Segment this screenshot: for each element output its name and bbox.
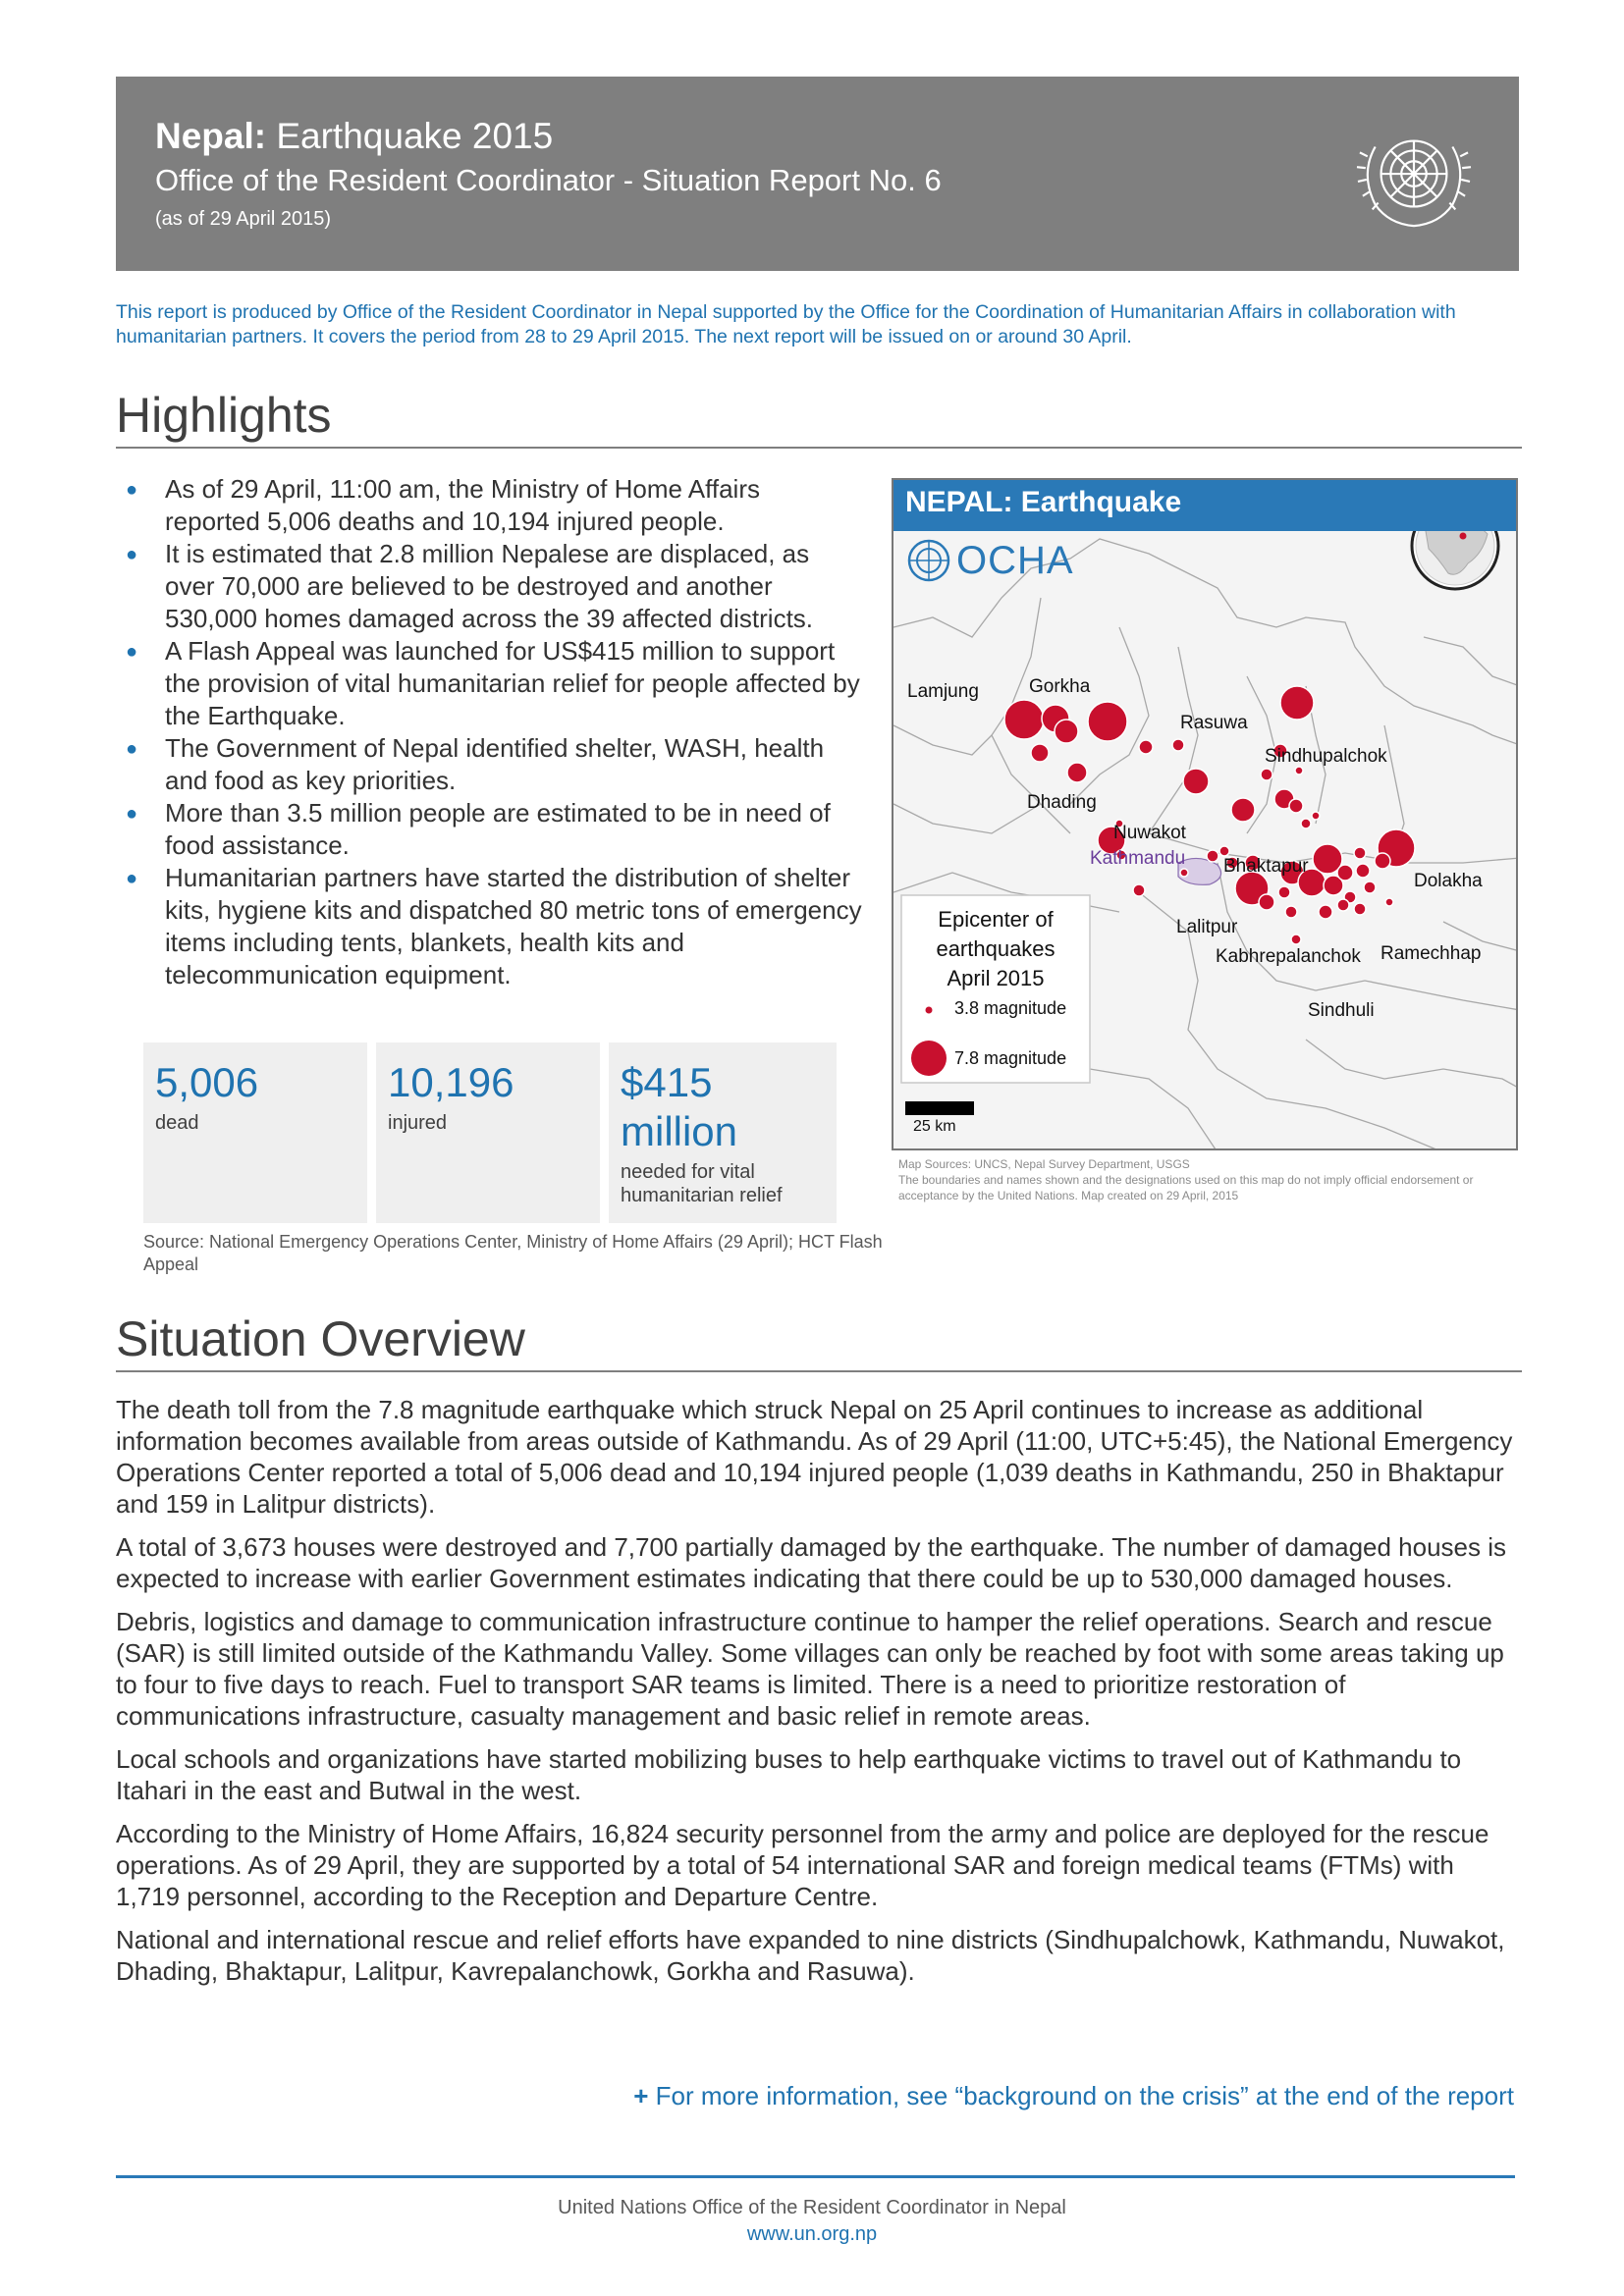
list-item: ● As of 29 April, 11:00 am, the Ministry … [126,474,760,536]
report-subtitle: Office of the Resident Coordinator - Sit… [155,163,942,197]
stat-label: injured [388,1112,448,1134]
map-scale-label: 25 km [913,1118,956,1135]
list-item: ● More than 3.5 million people are estima… [126,798,831,860]
map-credits: Map Sources: UNCS, Nepal Survey Departme… [898,1157,1474,1202]
figures-source: Source: National Emergency Operations Ce… [143,1232,883,1274]
list-item: ● A Flash Appeal was launched for US$415 … [126,636,860,730]
paragraph: National and international rescue and re… [116,1925,1505,1986]
stat-dead: 5,006 dead [143,1042,367,1223]
paragraph: The death toll from the 7.8 magnitude ea… [116,1395,1513,1519]
map-label-sindhupalchok: Sindhupalchok [1265,746,1387,767]
map-label-nuwakot: Nuwakot [1113,823,1186,843]
map-label-ramechhap: Ramechhap [1380,943,1482,964]
paragraph: A total of 3,673 houses were destroyed a… [116,1532,1507,1593]
map-label-kathmandu: Kathmandu [1090,848,1186,869]
stat-label: dead [155,1112,199,1134]
map-label-bhaktapur: Bhaktapur [1223,856,1309,877]
map-title: NEPAL: Earthquake [893,480,1516,531]
list-item: ● Humanitarian partners have started the … [126,863,862,989]
map-label-lalitpur: Lalitpur [1176,917,1238,937]
footer-organization: United Nations Office of the Resident Co… [558,2197,1066,2218]
stat-value: 10,196 [388,1059,514,1105]
map-label-gorkha: Gorkha [1029,676,1091,697]
earthquake-map: NEPAL: Earthquake OCHA Lamjung Gorkha Ra… [892,478,1518,1150]
bullet-icon: ● [126,641,138,663]
footer-url-link[interactable]: www.un.org.np [746,2223,878,2245]
ocha-logo: OCHA [905,537,1121,586]
overview-body: The death toll from the 7.8 magnitude ea… [116,1394,1522,1999]
map-label-lamjung: Lamjung [907,681,979,702]
report-header: Nepal: Earthquake 2015 Office of the Res… [116,77,1519,271]
overview-heading: Situation Overview [116,1311,525,1366]
map-label-kabhrepalanchok: Kabhrepalanchok [1216,946,1361,967]
stat-funding: $415 million needed for vital humanitari… [609,1042,837,1223]
map-label-sindhuli: Sindhuli [1308,1000,1375,1021]
report-intro: This report is produced by Office of the… [116,301,1456,347]
footer-divider [116,2175,1515,2178]
un-logo-icon [907,539,950,582]
stat-injured: 10,196 injured [376,1042,600,1223]
map-canvas [893,480,1516,1148]
legend-large-magnitude: 7.8 magnitude [954,1048,1067,1068]
report-title: Nepal: Earthquake 2015 [155,116,554,156]
map-label-dhading: Dhading [1027,792,1097,813]
bullet-icon: ● [126,544,138,565]
legend-small-magnitude: 3.8 magnitude [954,998,1067,1018]
section-divider [116,1370,1522,1372]
highlights-heading: Highlights [116,388,332,443]
more-info-link[interactable]: + For more information, see “background … [633,2081,1514,2110]
report-date: (as of 29 April 2015) [155,208,331,230]
bullet-icon: ● [126,803,138,825]
paragraph: Local schools and organizations have sta… [116,1744,1462,1805]
un-emblem-icon [1356,139,1472,228]
highlights-list: ● As of 29 April, 11:00 am, the Ministry … [116,473,862,991]
list-item: ● It is estimated that 2.8 million Nepale… [126,539,814,633]
paragraph: According to the Ministry of Home Affair… [116,1819,1489,1911]
bullet-icon: ● [126,479,138,501]
map-label-dolakha: Dolakha [1414,871,1483,891]
bullet-icon: ● [126,738,138,760]
map-label-rasuwa: Rasuwa [1180,713,1248,733]
stat-label: needed for vital humanitarian relief [621,1161,783,1206]
list-item: ● The Government of Nepal identified shel… [126,733,825,795]
bullet-icon: ● [126,868,138,889]
section-divider [116,447,1522,449]
ocha-wordmark: OCHA [956,539,1074,582]
stat-value: $415 million [621,1059,738,1154]
stat-value: 5,006 [155,1059,259,1105]
paragraph: Debris, logistics and damage to communic… [116,1607,1504,1731]
plus-icon: + [633,2081,649,2110]
map-legend-title: Epicenter of earthquakes April 2015 [936,907,1056,990]
